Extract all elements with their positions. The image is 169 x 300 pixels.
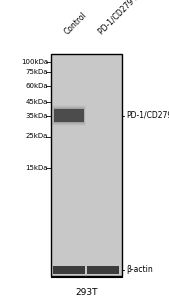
Text: 75kDa: 75kDa	[26, 69, 48, 75]
Text: 25kDa: 25kDa	[26, 134, 48, 140]
Text: PD-1/CD279 KO: PD-1/CD279 KO	[97, 0, 145, 36]
Bar	[53, 106, 85, 125]
Text: β-actin: β-actin	[126, 266, 153, 274]
Text: 45kDa: 45kDa	[26, 99, 48, 105]
Bar	[51, 54, 122, 276]
Bar	[54, 108, 84, 123]
Text: Control: Control	[63, 10, 89, 36]
Bar	[54, 109, 84, 122]
Bar	[52, 105, 86, 126]
Text: 35kDa: 35kDa	[26, 112, 48, 118]
Text: PD-1/CD279: PD-1/CD279	[126, 111, 169, 120]
Text: 60kDa: 60kDa	[26, 82, 48, 88]
Bar	[87, 266, 119, 274]
Bar	[53, 266, 85, 274]
Text: 15kDa: 15kDa	[26, 165, 48, 171]
Text: 100kDa: 100kDa	[21, 58, 48, 64]
Text: 293T: 293T	[75, 288, 98, 297]
Bar	[53, 107, 85, 124]
Bar	[52, 104, 86, 127]
